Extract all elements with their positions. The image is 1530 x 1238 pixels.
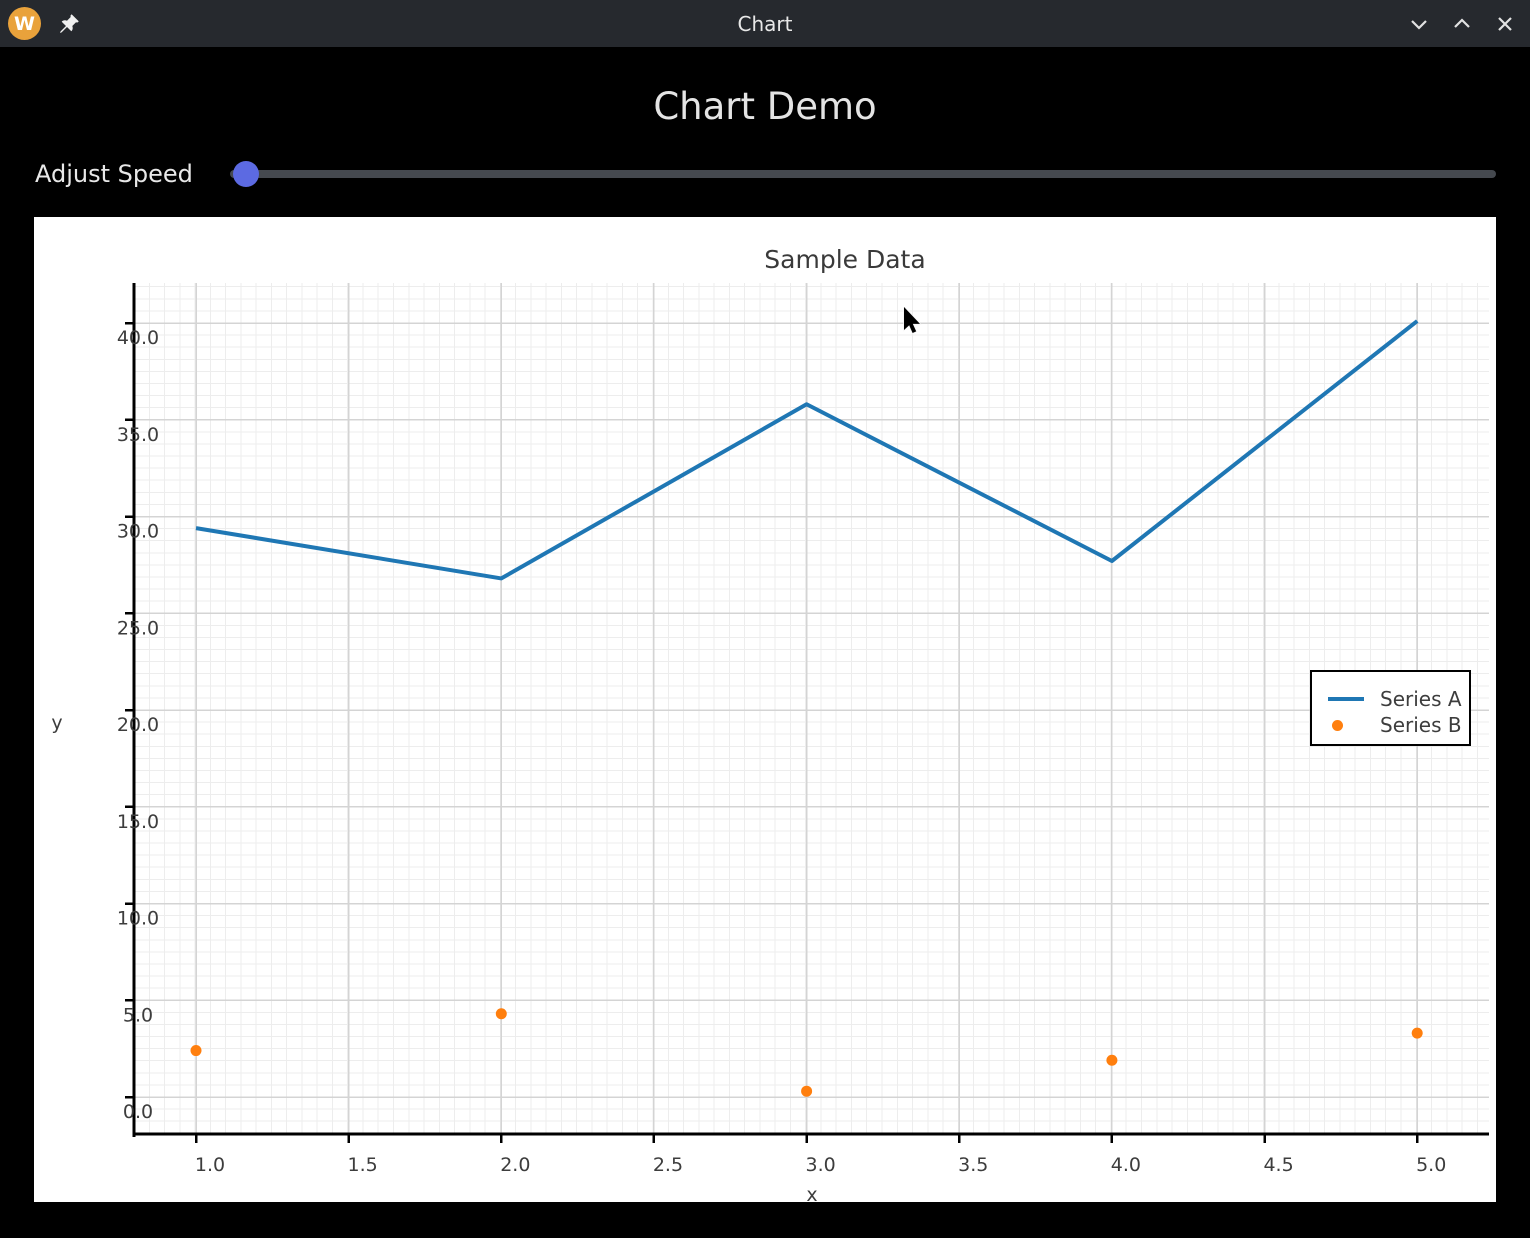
app-menu-icon[interactable]: W [8, 7, 41, 40]
y-tick-label: 5.0 [123, 1004, 153, 1026]
window-title: Chart [737, 11, 793, 36]
x-tick-label: 3.0 [805, 1154, 835, 1176]
x-axis-label: x [806, 1184, 817, 1202]
chart-plot-area: 0.0 5.0 10.0 15.0 20.0 25.0 30.0 35.0 40.0 1.0 1.5… [51, 245, 1489, 1202]
x-tick-label: 1.0 [195, 1154, 225, 1176]
y-tick-label: 0.0 [123, 1101, 153, 1123]
speed-slider[interactable] [229, 157, 1496, 191]
slider-track[interactable] [229, 170, 1496, 178]
pin-button[interactable] [54, 9, 84, 39]
chevron-up-icon [1454, 17, 1470, 28]
chevron-down-icon [1411, 19, 1427, 30]
close-button[interactable] [1488, 7, 1522, 41]
legend-item-series-b: Series B [1328, 712, 1469, 738]
y-tick-label: 10.0 [117, 908, 159, 930]
series-b-point [190, 1045, 202, 1057]
chart-legend: Series A Series B [1310, 670, 1471, 746]
slider-handle[interactable] [232, 161, 259, 187]
series-b-dot-swatch [1328, 719, 1368, 731]
axes [125, 283, 1489, 1143]
maximize-button[interactable] [1445, 7, 1479, 41]
x-tick-label: 4.5 [1263, 1154, 1293, 1176]
y-tick-label: 15.0 [117, 811, 159, 833]
title-bar: W Chart [0, 0, 1530, 47]
y-axis-label: y [51, 712, 62, 734]
series-b-point [1106, 1054, 1118, 1066]
page-title: Chart Demo [653, 85, 877, 128]
y-tick-label: 40.0 [117, 327, 159, 349]
series-a-line [195, 319, 1419, 581]
series-a-line-swatch [1328, 697, 1368, 701]
y-tick-label: 35.0 [117, 424, 159, 446]
y-tick-label: 20.0 [117, 714, 159, 736]
y-tick-label: 30.0 [117, 521, 159, 543]
x-tick-label: 3.5 [958, 1154, 988, 1176]
y-tick-label: 25.0 [117, 617, 159, 639]
window-controls [1402, 7, 1530, 41]
grid-minor [134, 283, 1489, 1134]
chart-title: Sample Data [764, 245, 925, 274]
x-tick-label: 1.5 [348, 1154, 378, 1176]
series-b-point [495, 1008, 507, 1020]
series-b-point [1411, 1027, 1423, 1039]
series-b-point [801, 1085, 813, 1097]
pushpin-icon [60, 13, 79, 33]
legend-label: Series B [1380, 713, 1462, 737]
x-tick-label: 2.5 [653, 1154, 683, 1176]
minimize-button[interactable] [1402, 7, 1436, 41]
x-tick-label: 2.0 [500, 1154, 530, 1176]
x-tick-label: 5.0 [1416, 1154, 1446, 1176]
grid-major [134, 283, 1489, 1134]
legend-item-series-a: Series A [1328, 686, 1469, 712]
x-tick-label: 4.0 [1111, 1154, 1141, 1176]
legend-label: Series A [1380, 687, 1462, 711]
chart-panel: 0.0 5.0 10.0 15.0 20.0 25.0 30.0 35.0 40.0 1.0 1.5… [34, 217, 1496, 1202]
speed-slider-row: Adjust Speed [35, 157, 1496, 191]
close-icon [1498, 16, 1512, 31]
speed-slider-label: Adjust Speed [35, 160, 193, 188]
